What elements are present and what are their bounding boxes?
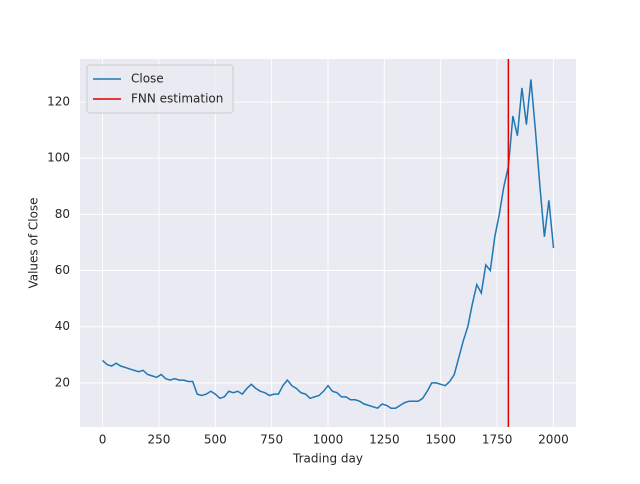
x-axis-label: Trading day xyxy=(292,452,363,466)
x-tick-label: 1000 xyxy=(313,433,344,447)
x-tick-label: 750 xyxy=(260,433,283,447)
legend-label: Close xyxy=(131,72,164,86)
y-tick-label: 20 xyxy=(55,375,70,389)
x-tick-label: 0 xyxy=(99,433,107,447)
y-tick-label: 40 xyxy=(55,319,70,333)
line-series xyxy=(101,79,555,410)
y-tick-label: 60 xyxy=(55,263,70,277)
y-tick-label: 80 xyxy=(55,207,70,221)
y-tick-label: 100 xyxy=(47,151,70,165)
x-tick-label: 500 xyxy=(204,433,227,447)
x-tick-label: 250 xyxy=(147,433,170,447)
x-tick-label: 1500 xyxy=(425,433,456,447)
x-tick-label: 1750 xyxy=(482,433,513,447)
x-tick-label: 2000 xyxy=(538,433,569,447)
legend-box xyxy=(86,64,234,114)
y-axis-label: Values of Close xyxy=(27,197,41,288)
y-tick-label: 120 xyxy=(47,94,70,108)
legend-label: FNN estimation xyxy=(131,92,223,106)
x-tick-label: 1250 xyxy=(369,433,400,447)
